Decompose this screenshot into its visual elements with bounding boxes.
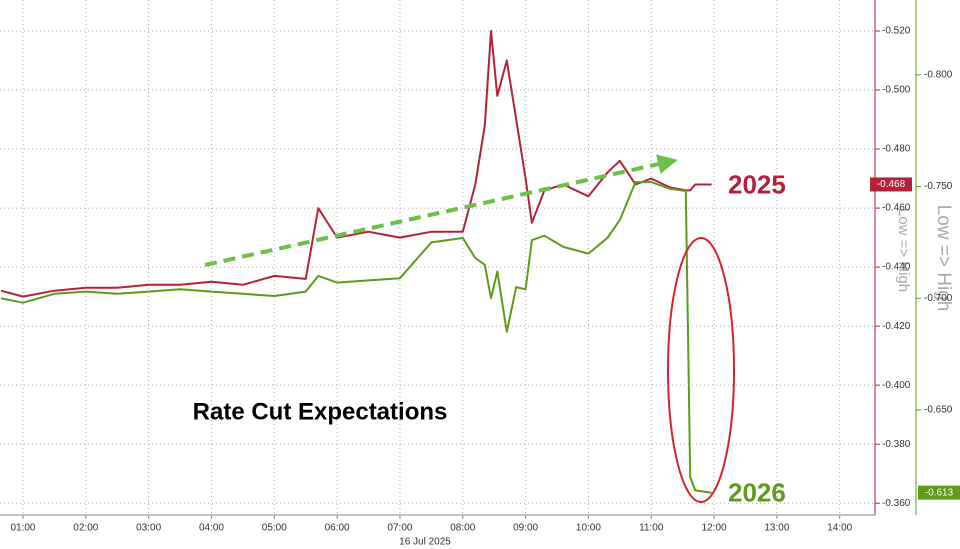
y-axis-label: Low => High [895,208,912,292]
x-tick-label: 05:00 [262,523,287,534]
y2-tick-label: -0.800 [924,69,953,80]
y-tick-label: -0.480 [882,144,911,155]
trend-arrow [204,154,678,267]
last-value-tag [870,177,912,192]
last-value-label: -0.468 [877,179,906,190]
y-tick-label: -0.420 [882,321,911,332]
x-tick-label: 03:00 [136,523,161,534]
x-axis-label: 16 Jul 2025 [399,537,451,548]
x-tick-label: 12:00 [702,523,727,534]
x-tick-label: 09:00 [513,523,538,534]
x-tick-label: 04:00 [199,523,224,534]
y-tick-label: -0.440 [882,262,911,273]
x-tick-label: 10:00 [576,523,601,534]
annotation: Rate Cut Expectations [193,398,448,425]
x-tick-label: 06:00 [325,523,350,534]
x-tick-label: 14:00 [827,523,852,534]
x-tick-label: 11:00 [639,523,664,534]
x-tick-label: 01:00 [10,523,35,534]
last-value-tag [918,485,960,500]
series-label: 2025 [728,169,786,199]
last-value-label: -0.613 [925,487,954,498]
series-line [0,181,712,494]
y-tick-label: -0.400 [882,380,911,391]
series-label: 2026 [728,478,786,508]
y2-tick-label: -0.700 [924,293,953,304]
y-tick-label: -0.460 [882,203,911,214]
y-tick-label: -0.520 [882,26,911,37]
x-tick-label: 13:00 [764,523,789,534]
y-tick-label: -0.360 [882,498,911,509]
y2-axis-label: Low => High [933,205,954,312]
x-tick-label: 08:00 [450,523,475,534]
y-tick-label: -0.500 [882,85,911,96]
highlight-ellipse [667,237,735,503]
y2-tick-label: -0.750 [924,181,953,192]
x-tick-label: 07:00 [387,523,412,534]
y2-tick-label: -0.650 [924,405,953,416]
y-tick-label: -0.380 [882,439,911,450]
x-tick-label: 02:00 [73,523,98,534]
